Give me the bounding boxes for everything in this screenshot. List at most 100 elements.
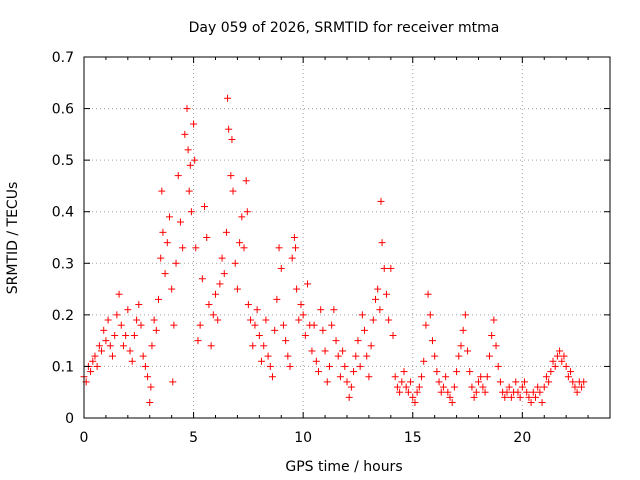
data-point <box>393 383 401 391</box>
data-point <box>163 239 171 247</box>
data-point <box>328 321 336 329</box>
data-point <box>100 326 108 334</box>
data-point <box>356 362 364 370</box>
data-point <box>253 306 261 314</box>
data-point <box>470 393 478 401</box>
data-point <box>244 301 252 309</box>
data-point <box>453 368 461 376</box>
data-point <box>273 295 281 303</box>
y-tick-label: 0.3 <box>52 256 74 272</box>
y-axis-label: SRMTID / TECUs <box>5 182 21 295</box>
data-point <box>536 388 544 396</box>
data-point <box>578 383 586 391</box>
data-point <box>523 388 531 396</box>
data-point <box>165 213 173 221</box>
data-point <box>192 244 200 252</box>
data-point <box>155 295 163 303</box>
data-point <box>89 357 97 365</box>
data-point <box>367 342 375 350</box>
data-point <box>455 352 463 360</box>
data-point <box>422 321 430 329</box>
data-point <box>228 136 236 144</box>
data-point <box>169 378 177 386</box>
data-point <box>308 347 316 355</box>
data-point <box>301 331 309 339</box>
data-point <box>361 326 369 334</box>
data-point <box>485 352 493 360</box>
data-point <box>556 347 564 355</box>
data-point <box>402 383 410 391</box>
data-point <box>236 239 244 247</box>
data-point <box>183 105 191 113</box>
data-point <box>286 362 294 370</box>
data-point <box>339 347 347 355</box>
data-point <box>122 331 130 339</box>
data-point <box>580 378 588 386</box>
data-point <box>119 342 127 350</box>
data-point <box>196 321 204 329</box>
data-point <box>128 357 136 365</box>
data-point <box>214 316 222 324</box>
chart-title: Day 059 of 2026, SRMTID for receiver mtm… <box>189 20 500 36</box>
data-point <box>516 393 524 401</box>
data-point <box>275 244 283 252</box>
data-point <box>297 301 305 309</box>
data-point <box>102 337 110 345</box>
data-point <box>400 368 408 376</box>
data-point <box>496 378 504 386</box>
data-point <box>437 388 445 396</box>
data-point <box>507 393 515 401</box>
data-point <box>146 399 154 407</box>
data-point <box>431 352 439 360</box>
y-tick-label: 0.5 <box>52 153 74 169</box>
data-point <box>464 347 472 355</box>
data-point <box>411 399 419 407</box>
data-point <box>225 125 233 133</box>
data-point <box>529 388 537 396</box>
data-point <box>135 301 143 309</box>
axes: 0 0.1 0.2 0.3 0.4 0.5 0.6 0.7 0 5 10 15 20 <box>52 50 611 446</box>
data-point <box>459 326 467 334</box>
data-point <box>512 378 520 386</box>
data-point <box>343 378 351 386</box>
data-point <box>345 393 353 401</box>
x-tick-label: 10 <box>294 430 312 446</box>
data-point <box>266 362 274 370</box>
grid-lines <box>84 57 610 418</box>
data-point <box>490 316 498 324</box>
data-point <box>176 218 184 226</box>
data-point <box>521 378 529 386</box>
data-point <box>426 311 434 319</box>
data-point <box>181 130 189 138</box>
data-point <box>514 388 522 396</box>
y-tick-label: 0.1 <box>52 359 74 375</box>
data-point <box>439 383 447 391</box>
data-point <box>377 197 385 205</box>
data-point <box>93 362 101 370</box>
data-point <box>407 378 415 386</box>
data-point <box>91 352 99 360</box>
data-point <box>374 285 382 293</box>
data-point <box>111 331 119 339</box>
data-point <box>404 388 412 396</box>
data-point <box>299 311 307 319</box>
data-point <box>170 321 178 329</box>
data-point <box>268 373 276 381</box>
data-point <box>87 368 95 376</box>
data-point <box>251 321 259 329</box>
data-point <box>262 316 270 324</box>
data-point <box>115 290 123 298</box>
data-point <box>418 373 426 381</box>
x-tick-label: 0 <box>80 430 89 446</box>
data-point <box>247 316 255 324</box>
data-point <box>481 388 489 396</box>
data-point <box>387 264 395 272</box>
data-point <box>531 393 539 401</box>
data-point <box>538 399 546 407</box>
data-point <box>501 393 509 401</box>
data-point <box>201 203 209 211</box>
data-point <box>133 316 141 324</box>
data-point <box>540 383 548 391</box>
y-tick-label: 0.4 <box>52 205 74 221</box>
